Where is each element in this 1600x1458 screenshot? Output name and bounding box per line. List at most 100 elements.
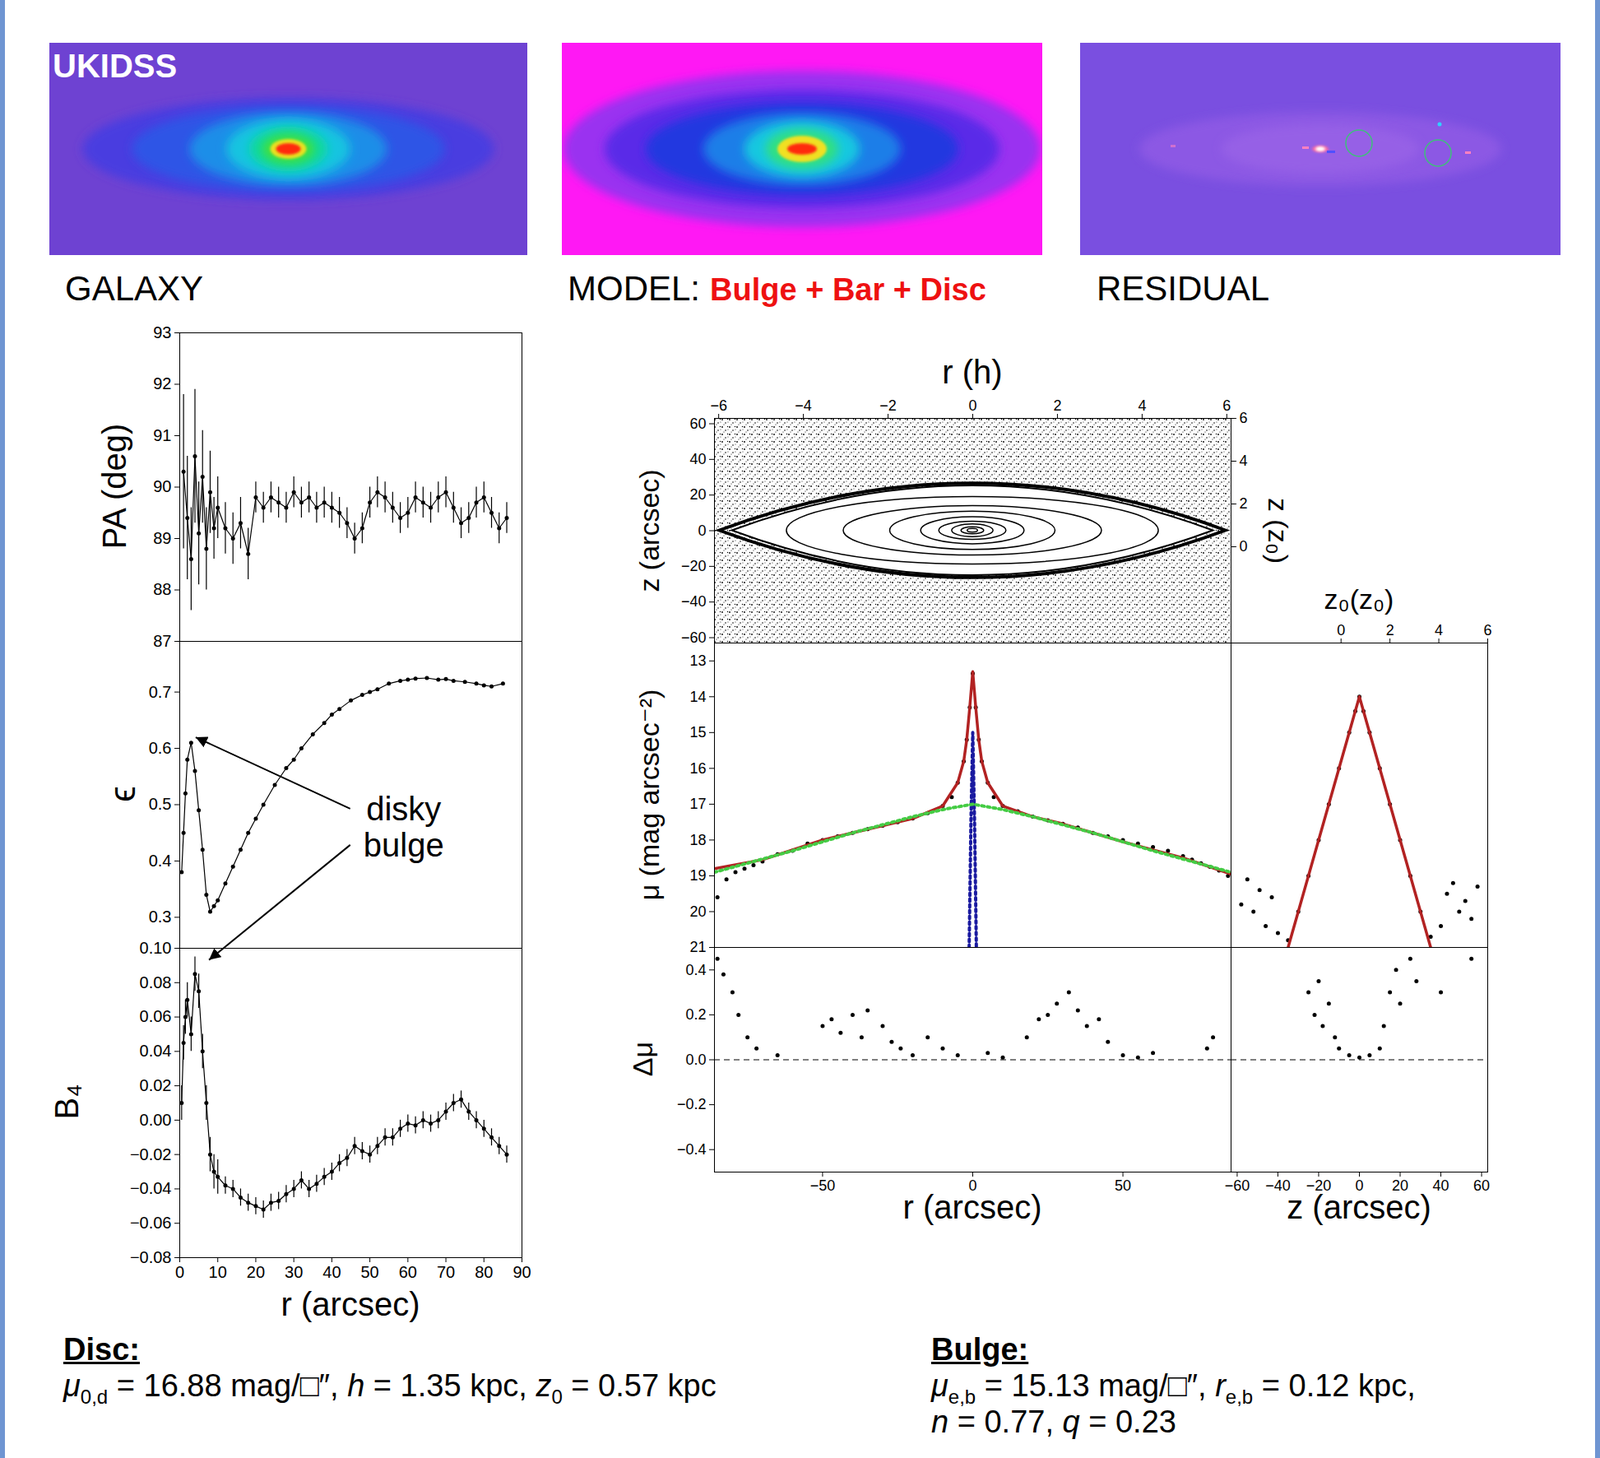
html-text:RESIDUAL: RESIDUAL: [1096, 268, 1270, 308]
svg-text:B₄: B₄: [48, 1083, 85, 1119]
svg-text:0.4: 0.4: [148, 851, 172, 870]
svg-text:0: 0: [968, 1177, 977, 1194]
svg-text:0: 0: [968, 397, 977, 414]
svg-text:20: 20: [689, 486, 706, 503]
svg-text:0.0: 0.0: [685, 1051, 706, 1068]
svg-text:0.4: 0.4: [685, 961, 706, 979]
svg-text:0.06: 0.06: [139, 1006, 172, 1025]
svg-text:0: 0: [1336, 621, 1345, 639]
svg-text:6: 6: [1222, 397, 1231, 414]
svg-text:21: 21: [689, 938, 706, 956]
svg-text:−0.4: −0.4: [677, 1140, 707, 1158]
svg-text:15: 15: [689, 723, 706, 741]
svg-text:10: 10: [208, 1262, 228, 1281]
svg-text:z (z₀): z (z₀): [1262, 497, 1294, 564]
svg-text:z (arcsec): z (arcsec): [633, 468, 665, 592]
svg-text:r (arcsec): r (arcsec): [903, 1188, 1043, 1225]
html-text:μe,b= 15.13 mag/□″, re,b= 0.12: μe,b= 15.13 mag/□″, re,b= 0.12 kpc,: [931, 1368, 1416, 1408]
svg-text:4: 4: [1239, 452, 1248, 469]
svg-text:−4: −4: [794, 397, 812, 414]
svg-text:0.02: 0.02: [139, 1075, 172, 1095]
svg-text:−0.08: −0.08: [129, 1247, 172, 1267]
svg-text:16: 16: [689, 760, 706, 777]
html-text:MODEL: Bulge + Bar + Disc: MODEL: Bulge + Bar + Disc: [567, 268, 987, 308]
svg-text:91: 91: [153, 426, 172, 445]
svg-text:60: 60: [1473, 1177, 1490, 1194]
svg-text:z (arcsec): z (arcsec): [1286, 1188, 1432, 1225]
svg-text:88: 88: [153, 579, 172, 599]
svg-text:0.08: 0.08: [139, 973, 172, 992]
svg-text:80: 80: [474, 1262, 493, 1281]
svg-text:4: 4: [1137, 397, 1146, 414]
svg-text:30: 30: [284, 1262, 303, 1281]
svg-text:89: 89: [153, 528, 172, 548]
svg-text:20: 20: [1391, 1177, 1409, 1194]
svg-text:17: 17: [689, 795, 706, 812]
svg-text:13: 13: [689, 652, 706, 669]
svg-text:70: 70: [436, 1262, 455, 1281]
svg-text:−6: −6: [709, 397, 728, 414]
svg-text:0: 0: [175, 1262, 185, 1281]
svg-text:0.2: 0.2: [685, 1006, 706, 1023]
svg-text:ϵ: ϵ: [102, 785, 143, 802]
svg-text:−60: −60: [681, 629, 707, 646]
svg-text:14: 14: [689, 688, 706, 705]
svg-text:60: 60: [689, 415, 706, 432]
svg-text:0.00: 0.00: [139, 1110, 172, 1129]
svg-text:z₀(z₀): z₀(z₀): [1324, 583, 1395, 615]
svg-text:−0.02: −0.02: [129, 1145, 172, 1164]
html-text:UKIDSS: UKIDSS: [52, 47, 177, 84]
svg-text:0.7: 0.7: [148, 681, 172, 701]
svg-text:90: 90: [153, 477, 172, 496]
html-text:μ0,d= 16.88 mag/□″, h = 1.35 k: μ0,d= 16.88 mag/□″, h = 1.35 kpc, z0= 0.…: [63, 1368, 717, 1408]
svg-text:93: 93: [153, 323, 172, 342]
svg-text:40: 40: [322, 1262, 341, 1281]
svg-text:18: 18: [689, 831, 706, 849]
svg-text:90: 90: [512, 1262, 531, 1281]
svg-text:50: 50: [360, 1262, 379, 1281]
svg-text:μ (mag arcsec⁻²): μ (mag arcsec⁻²): [633, 689, 665, 901]
svg-text:0: 0: [697, 522, 706, 539]
svg-text:0.04: 0.04: [139, 1041, 172, 1060]
svg-text:50: 50: [1114, 1177, 1132, 1194]
svg-text:bulge: bulge: [363, 826, 445, 863]
svg-text:0.10: 0.10: [139, 938, 172, 957]
html-text:Bulge:: Bulge:: [931, 1331, 1029, 1367]
svg-text:r (arcsec): r (arcsec): [281, 1285, 421, 1322]
svg-text:−40: −40: [681, 593, 707, 610]
svg-text:disky: disky: [366, 790, 441, 827]
html-text:GALAXY: GALAXY: [64, 268, 204, 308]
svg-text:0.3: 0.3: [148, 907, 172, 926]
svg-text:60: 60: [398, 1262, 418, 1281]
svg-text:−40: −40: [1265, 1177, 1291, 1194]
svg-text:20: 20: [689, 903, 706, 920]
svg-text:2: 2: [1386, 621, 1395, 639]
svg-text:r (h): r (h): [941, 353, 1002, 390]
svg-text:−50: −50: [810, 1177, 836, 1194]
svg-text:0.6: 0.6: [148, 738, 172, 757]
svg-text:−0.04: −0.04: [129, 1178, 172, 1197]
svg-text:92: 92: [153, 374, 172, 393]
svg-text:−0.2: −0.2: [677, 1095, 707, 1113]
svg-text:−20: −20: [1306, 1177, 1332, 1194]
svg-text:87: 87: [153, 631, 172, 650]
svg-text:40: 40: [1433, 1177, 1450, 1194]
svg-text:0: 0: [1354, 1177, 1364, 1194]
svg-text:0: 0: [1239, 537, 1248, 555]
svg-text:−60: −60: [1224, 1177, 1251, 1194]
svg-text:Δμ: Δμ: [626, 1041, 659, 1076]
svg-text:2: 2: [1052, 397, 1062, 414]
html-text:Disc:: Disc:: [63, 1331, 140, 1367]
svg-text:4: 4: [1434, 621, 1443, 639]
svg-text:19: 19: [689, 867, 706, 884]
svg-text:PA (deg): PA (deg): [96, 423, 133, 550]
svg-text:−0.06: −0.06: [129, 1213, 172, 1232]
svg-text:2: 2: [1239, 495, 1248, 512]
svg-text:20: 20: [246, 1262, 265, 1281]
svg-text:6: 6: [1239, 409, 1248, 427]
svg-text:−20: −20: [681, 557, 707, 575]
svg-text:6: 6: [1483, 621, 1492, 639]
svg-text:0.5: 0.5: [148, 794, 172, 813]
svg-text:−2: −2: [879, 397, 897, 414]
svg-text:40: 40: [689, 450, 706, 468]
